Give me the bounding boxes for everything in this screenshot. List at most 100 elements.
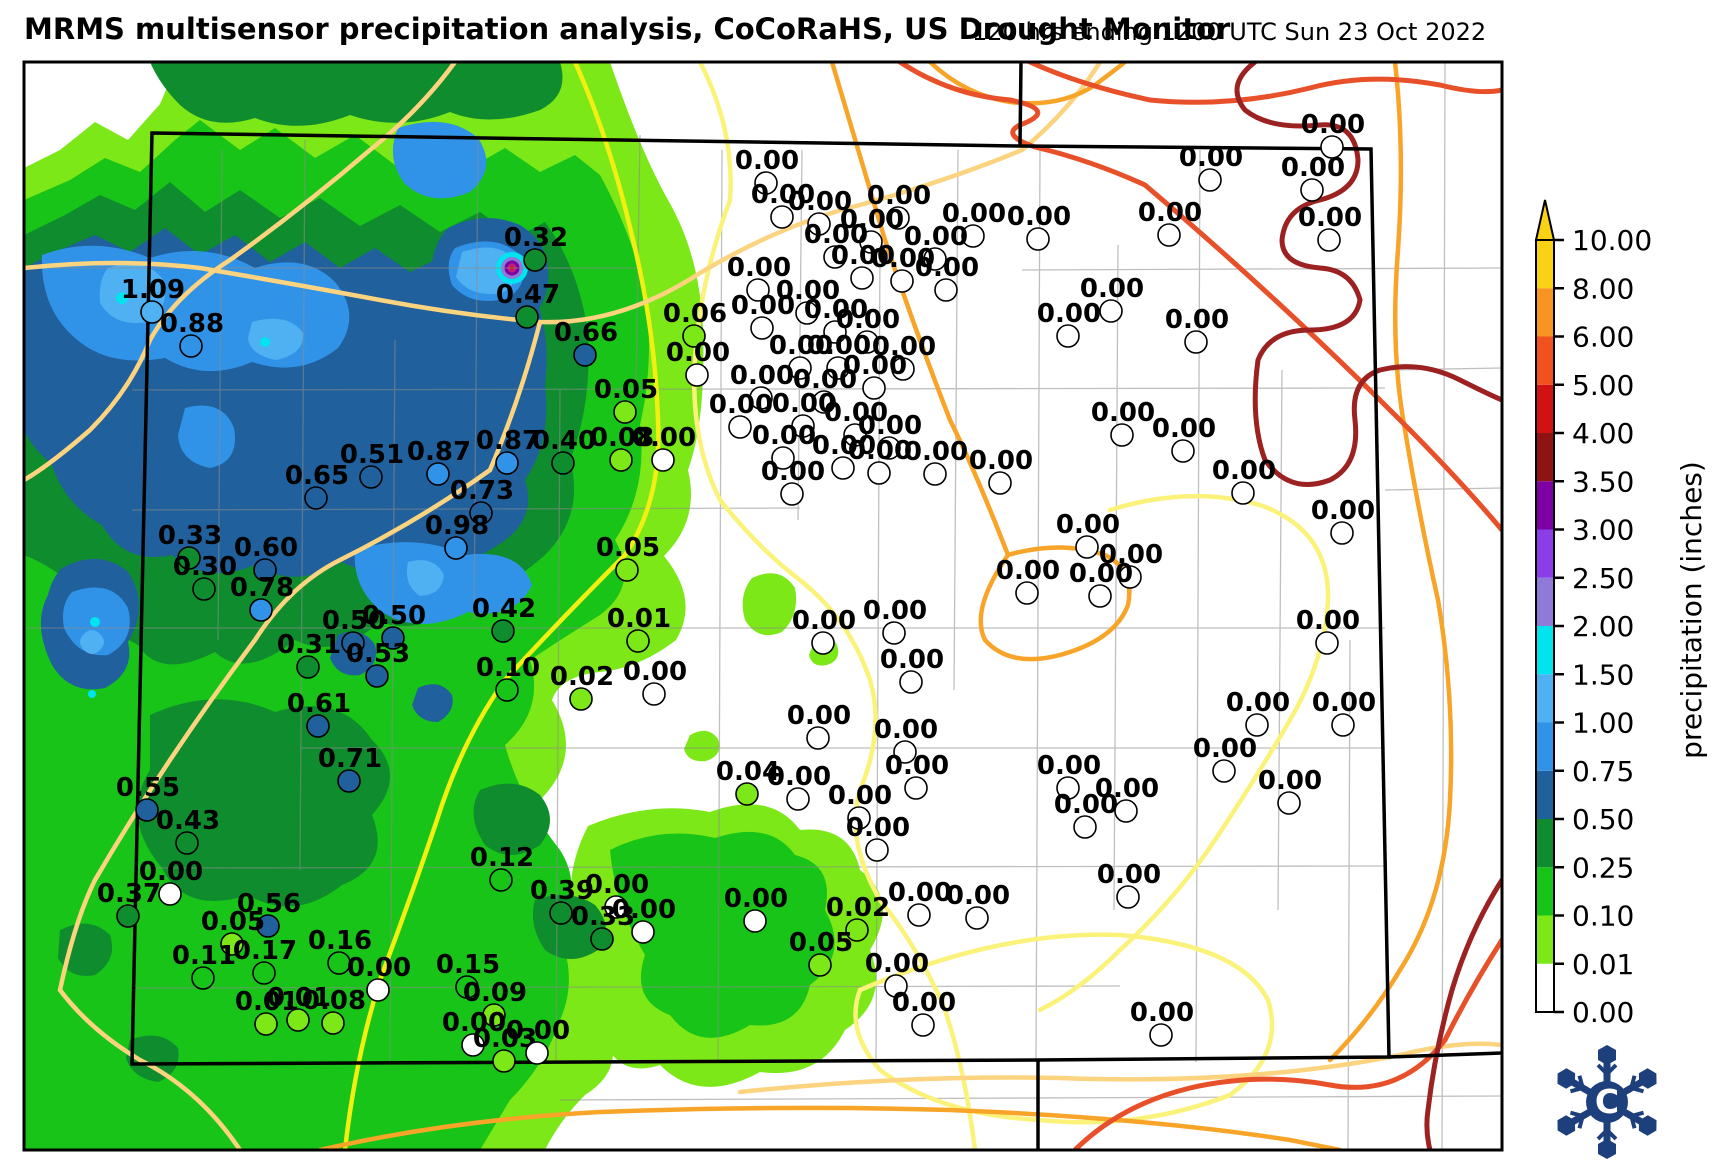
legend-tick-label: 4.00 [1572, 417, 1634, 450]
station-value-label: 0.53 [346, 639, 410, 669]
snowflake-arm [1596, 1045, 1618, 1086]
station: 0.05 [789, 928, 853, 977]
station: 0.98 [425, 511, 489, 560]
darkgreen-patch-s1 [473, 783, 550, 855]
station-marker [177, 546, 201, 570]
station-value-label: 0.00 [871, 244, 935, 274]
station-marker [613, 400, 637, 424]
legend-tick-label: 0.75 [1572, 755, 1634, 788]
station: 0.00 [942, 199, 1006, 248]
station-value-label: 0.00 [1258, 766, 1322, 796]
station: 0.00 [772, 389, 836, 438]
station-value-label: 0.00 [1080, 274, 1144, 304]
station: 0.00 [347, 953, 411, 1002]
station-marker [923, 247, 947, 271]
station: 0.01 [607, 604, 671, 653]
station-marker [855, 330, 879, 354]
legend-tick-label: 3.50 [1572, 465, 1634, 498]
station-value-label: 0.40 [532, 426, 596, 456]
station-value-label: 0.00 [347, 953, 411, 983]
station-marker [1149, 1023, 1173, 1047]
station-marker [808, 953, 832, 977]
station-marker [865, 838, 889, 862]
station-value-label: 0.05 [594, 375, 658, 405]
lightblue-patch-2 [248, 318, 304, 360]
station: 0.00 [1037, 299, 1101, 348]
station: 0.87 [476, 426, 540, 475]
station-marker [482, 1003, 506, 1027]
legend-band [1536, 722, 1554, 771]
station-marker [296, 655, 320, 679]
dodgerblue-patch-2 [354, 542, 532, 624]
station: 0.43 [156, 806, 220, 855]
station: 0.00 [1007, 202, 1071, 251]
station: 0.00 [767, 762, 831, 811]
station-value-label: 0.00 [1037, 299, 1101, 329]
station-value-label: 0.15 [436, 950, 500, 980]
station-value-label: 0.60 [234, 533, 298, 563]
station: 0.00 [1298, 203, 1362, 252]
station: 0.00 [1056, 510, 1120, 559]
contour-d1-tan-4 [737, 1041, 1502, 1095]
station: 0.00 [139, 857, 203, 906]
station-value-label: 0.00 [1099, 540, 1163, 570]
station-marker [256, 914, 280, 938]
station: 0.00 [1296, 606, 1360, 655]
lightblue-patch-5 [80, 630, 104, 654]
legend-tick-label: 1.00 [1572, 707, 1634, 740]
station-marker [806, 726, 830, 750]
station-marker [359, 465, 383, 489]
station-marker [845, 918, 869, 942]
contour-d3-red-1 [897, 62, 1502, 533]
station-marker [750, 316, 774, 340]
station-marker [850, 266, 874, 290]
contour-d1-tan-3 [57, 319, 543, 1150]
map-frame [22, 60, 1504, 1152]
station-marker [1088, 584, 1112, 608]
station-value-label: 0.00 [880, 645, 944, 675]
station-marker [444, 536, 468, 560]
dodgerblue-patch-4 [392, 121, 487, 199]
station-value-label: 0.00 [1226, 688, 1290, 718]
station-value-label: 0.50 [362, 601, 426, 631]
station-marker [286, 1008, 310, 1032]
station: 0.00 [828, 781, 892, 830]
station-marker [492, 1049, 516, 1073]
station-marker [788, 356, 812, 380]
cyan-spot-2 [260, 337, 270, 347]
station: 0.11 [172, 941, 236, 990]
legend-axis-label: precipitation (inches) [1675, 461, 1708, 759]
station-value-label: 0.87 [407, 437, 471, 467]
legend-band [1536, 529, 1554, 578]
station: 0.00 [888, 878, 952, 927]
station-value-label: 0.66 [554, 318, 618, 348]
station-marker [749, 386, 773, 410]
station-value-label: 0.00 [807, 331, 871, 361]
station: 0.00 [1097, 860, 1161, 909]
station-marker [306, 714, 330, 738]
colorbar-legend: 0.00 0.01 0.10 0.25 0.50 0.75 1.00 1.50 2.00 2.50… [1534, 199, 1708, 1029]
contour-d0-pale-3 [1037, 493, 1331, 1013]
page-title: MRMS multisensor precipitation analysis,… [24, 12, 1231, 46]
station-marker [1118, 565, 1142, 589]
station-marker [1198, 168, 1222, 192]
station: 0.33 [158, 521, 222, 570]
station-value-label: 0.32 [504, 223, 568, 253]
station-value-label: 0.00 [730, 361, 794, 391]
station: 0.16 [308, 926, 372, 975]
station: 0.00 [807, 331, 871, 380]
station: 0.31 [277, 630, 341, 679]
station-value-label: 0.00 [804, 295, 868, 325]
station-value-label: 0.00 [1312, 688, 1376, 718]
legend-tick-label: 6.00 [1572, 321, 1634, 354]
station: 0.00 [1311, 496, 1375, 545]
station-marker [786, 787, 810, 811]
contour-d0-pale-1 [692, 62, 978, 1150]
station: 0.05 [596, 533, 660, 582]
station-marker [175, 831, 199, 855]
station: 0.40 [532, 426, 596, 475]
steelblue-spot-b [412, 684, 453, 722]
station-value-label: 0.00 [1165, 305, 1229, 335]
station: 0.00 [915, 253, 979, 302]
